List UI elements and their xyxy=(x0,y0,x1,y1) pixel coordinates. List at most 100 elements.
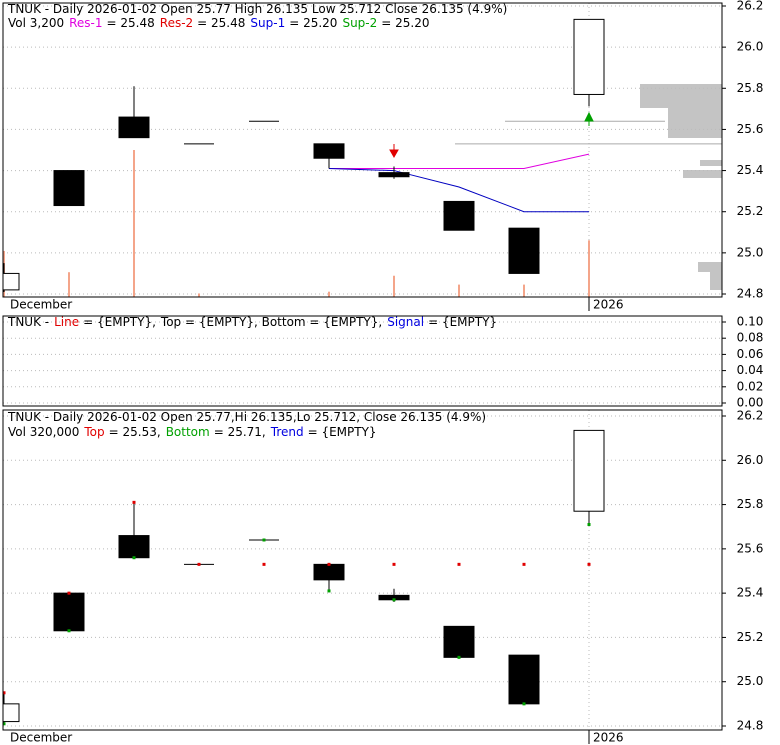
x-tick-label: 2026 xyxy=(593,731,624,745)
indicator-line xyxy=(328,168,589,213)
signal-dot xyxy=(522,702,526,706)
legend-key: Res-2 xyxy=(160,16,193,30)
signal-dot xyxy=(587,523,591,526)
plot-layer: 26.2 26.0 25.8 25.6 25.4 25.2 25.0 24.8 TNUK - D… xyxy=(3,0,764,745)
sell-arrow xyxy=(389,144,399,159)
candle-body xyxy=(3,703,20,723)
volume-bar xyxy=(133,150,135,297)
signal-dot xyxy=(327,562,331,566)
candle-body xyxy=(508,227,540,274)
signal-dot xyxy=(457,655,461,659)
volume-bar xyxy=(393,275,395,297)
signal-dot xyxy=(587,562,591,566)
y-tick-label: 25.0 xyxy=(737,674,764,688)
legend-key: Top xyxy=(83,425,104,439)
candle-body xyxy=(313,143,345,159)
legend-value: = {EMPTY} xyxy=(428,315,497,329)
legend-key: Bottom xyxy=(166,425,210,439)
plot-area xyxy=(3,3,722,297)
volume-bar xyxy=(458,284,460,297)
candle-body xyxy=(378,172,410,178)
legend-text: Vol 320,000 xyxy=(8,425,79,439)
y-tick-label: 25.6 xyxy=(737,541,764,555)
buy-arrow xyxy=(584,111,594,126)
signal-dot xyxy=(327,589,331,593)
y-tick-label: 25.0 xyxy=(737,245,764,259)
candle-body xyxy=(313,563,345,581)
signal-dot xyxy=(67,629,71,633)
volume-bar xyxy=(68,272,70,297)
legend-row: TNUK - Daily 2026-01-02 Open 25.77,Hi 26… xyxy=(7,410,486,424)
legend-row: TNUK - Line = {EMPTY}, Top = {EMPTY}, Botto… xyxy=(7,315,497,329)
y-tick-label: 0.10 xyxy=(737,315,764,329)
y-tick-label: 26.0 xyxy=(737,40,764,54)
signal-dot xyxy=(197,562,201,566)
signal-dot xyxy=(262,538,266,542)
plot-area xyxy=(3,410,722,730)
legend-key: Signal xyxy=(387,315,424,329)
legend-text: TNUK - Daily 2026-01-02 Open 25.77,Hi 26… xyxy=(7,410,486,424)
y-tick-label: 26.2 xyxy=(737,409,764,423)
y-tick-label: 0.00 xyxy=(737,396,764,410)
legend-value: = 25.20 xyxy=(289,16,337,30)
legend-key: Sup-2 xyxy=(342,16,377,30)
legend-text: Vol 3,200 xyxy=(8,16,64,30)
legend-key: Sup-1 xyxy=(250,16,285,30)
legend-key: Trend xyxy=(270,425,304,439)
legend-value: = 25.71, xyxy=(214,425,266,439)
volume-bar xyxy=(198,293,200,297)
signal-dot xyxy=(522,562,526,566)
y-tick-label: 25.2 xyxy=(737,630,764,644)
signal-dot xyxy=(67,591,71,595)
candle-body xyxy=(118,535,150,559)
x-tick-label: 2026 xyxy=(593,298,624,312)
signal-dot xyxy=(132,556,136,560)
legend-value: = 25.20 xyxy=(381,16,429,30)
y-tick-label: 25.4 xyxy=(737,163,764,177)
candle-body xyxy=(3,272,20,291)
signal-dot xyxy=(457,562,461,566)
y-tick-label: 0.08 xyxy=(737,331,764,345)
y-tick-label: 24.8 xyxy=(737,287,764,301)
legend-value: = 25.48 xyxy=(107,16,155,30)
candle-body xyxy=(118,116,150,139)
candle-body xyxy=(573,429,605,512)
legend-value: = {EMPTY} xyxy=(308,425,377,439)
volume-profile xyxy=(640,84,722,290)
x-tick-label: December xyxy=(10,731,72,745)
indicator-line xyxy=(329,153,590,170)
signal-dot xyxy=(392,562,396,566)
legend-row: Vol 320,000 Top = 25.53, Bottom = 25.71, Tren… xyxy=(8,425,377,439)
legend-row: TNUK - Daily 2026-01-02 Open 25.77 High … xyxy=(7,2,507,16)
candle-body xyxy=(443,625,475,658)
y-tick-label: 25.2 xyxy=(737,204,764,218)
signal-dot xyxy=(3,691,6,695)
candle-body xyxy=(443,200,475,231)
candle-body xyxy=(573,18,605,95)
candle-body xyxy=(53,170,85,207)
y-tick-label: 0.06 xyxy=(737,347,764,361)
legend-text: Top = {EMPTY}, Bottom = {EMPTY}, xyxy=(160,315,382,329)
signal-dot xyxy=(3,722,6,726)
legend-value: = 25.53, xyxy=(109,425,161,439)
y-tick-label: 26.2 xyxy=(737,0,764,13)
legend-text: TNUK - Daily 2026-01-02 Open 25.77 High … xyxy=(7,2,507,16)
y-tick-label: 24.8 xyxy=(737,719,764,733)
signal-dot xyxy=(392,598,396,602)
legend-text: TNUK - xyxy=(7,315,49,329)
legend-value: = 25.48 xyxy=(197,16,245,30)
signal-dot xyxy=(262,562,266,566)
signal-dot xyxy=(132,500,136,504)
y-tick-label: 25.6 xyxy=(737,122,764,136)
x-tick-label: December xyxy=(10,298,72,312)
legend-value: = {EMPTY}, xyxy=(83,315,156,329)
legend-row: Vol 3,200 Res-1 = 25.48 Res-2 = 25.48 Sup-1 = … xyxy=(8,16,430,30)
plot-area xyxy=(3,321,722,404)
candle-body xyxy=(53,592,85,632)
volume-bar xyxy=(523,284,525,297)
y-tick-label: 25.8 xyxy=(737,497,764,511)
y-tick-label: 25.4 xyxy=(737,586,764,600)
y-tick-label: 25.8 xyxy=(737,81,764,95)
candle-body xyxy=(508,654,540,705)
